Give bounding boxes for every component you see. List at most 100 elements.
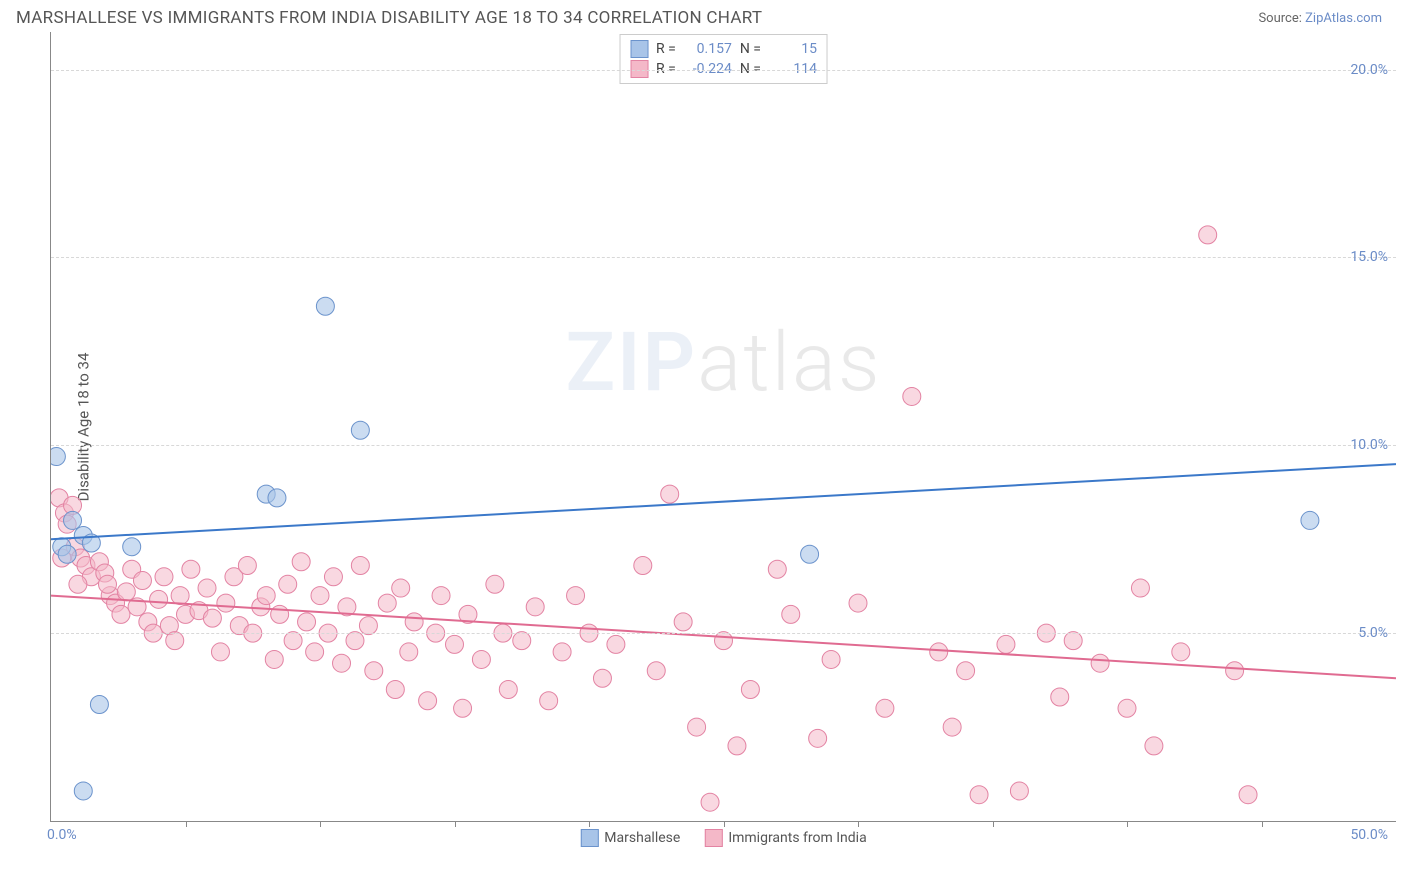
stats-row: R = 0.157 N = 15: [630, 39, 817, 59]
data-point: [150, 590, 168, 608]
source-link[interactable]: ZipAtlas.com: [1305, 11, 1382, 26]
data-point: [107, 594, 125, 612]
data-point: [957, 662, 975, 680]
plot-svg: [51, 32, 1396, 821]
data-point: [801, 545, 819, 563]
x-tick-mark: [186, 821, 187, 827]
data-point: [472, 650, 490, 668]
x-tick-mark: [455, 821, 456, 827]
data-point: [930, 643, 948, 661]
legend-item: Immigrants from India: [704, 829, 866, 847]
gridline: [51, 445, 1396, 446]
r-value-1: 0.157: [684, 41, 732, 57]
data-point: [182, 560, 200, 578]
scatter-chart: Disability Age 18 to 34 ZIPatlas R = 0.1…: [50, 32, 1396, 822]
data-point: [728, 737, 746, 755]
data-point: [459, 605, 477, 623]
data-point: [90, 696, 108, 714]
data-point: [225, 568, 243, 586]
data-point: [903, 387, 921, 405]
data-point: [257, 587, 275, 605]
data-point: [133, 572, 151, 590]
data-point: [66, 538, 84, 556]
swatch-series1: [580, 829, 598, 847]
data-point: [217, 594, 235, 612]
data-point: [55, 504, 73, 522]
data-point: [486, 575, 504, 593]
data-point: [72, 549, 90, 567]
data-point: [634, 557, 652, 575]
data-point: [607, 635, 625, 653]
data-point: [446, 635, 464, 653]
n-label: N =: [740, 41, 761, 57]
data-point: [316, 297, 334, 315]
data-point: [203, 609, 221, 627]
data-point: [567, 587, 585, 605]
data-point: [51, 489, 68, 507]
data-point: [400, 643, 418, 661]
data-point: [74, 526, 92, 544]
y-tick-label: 5.0%: [1358, 625, 1388, 641]
watermark-zip: ZIP: [565, 315, 697, 411]
data-point: [1091, 654, 1109, 672]
x-tick-mark: [724, 821, 725, 827]
data-point: [943, 718, 961, 736]
data-point: [359, 617, 377, 635]
data-point: [540, 692, 558, 710]
data-point: [292, 553, 310, 571]
data-point: [405, 613, 423, 631]
data-point: [128, 598, 146, 616]
y-tick-label: 10.0%: [1350, 437, 1388, 453]
data-point: [284, 632, 302, 650]
data-point: [90, 553, 108, 571]
data-point: [198, 579, 216, 597]
chart-header: MARSHALLESE VS IMMIGRANTS FROM INDIA DIS…: [0, 0, 1406, 32]
data-point: [715, 632, 733, 650]
watermark-atlas: atlas: [697, 315, 881, 411]
r-label: R =: [656, 41, 676, 57]
data-point: [160, 617, 178, 635]
data-point: [211, 643, 229, 661]
data-point: [351, 557, 369, 575]
data-point: [268, 489, 286, 507]
data-point: [53, 538, 71, 556]
x-tick-mark: [993, 821, 994, 827]
data-point: [238, 557, 256, 575]
trend-line: [51, 464, 1396, 539]
data-point: [338, 598, 356, 616]
data-point: [647, 662, 665, 680]
data-point: [257, 485, 275, 503]
y-axis-label: Disability Age 18 to 34: [74, 352, 92, 501]
data-point: [782, 605, 800, 623]
data-point: [513, 632, 531, 650]
data-point: [112, 605, 130, 623]
data-point: [77, 557, 95, 575]
data-point: [392, 579, 410, 597]
data-point: [279, 575, 297, 593]
x-tick-origin: 0.0%: [47, 827, 77, 843]
y-tick-label: 20.0%: [1350, 62, 1388, 78]
data-point: [155, 568, 173, 586]
x-tick-mark: [1262, 821, 1263, 827]
data-point: [64, 511, 82, 529]
data-point: [69, 575, 87, 593]
legend-label: Immigrants from India: [728, 830, 866, 846]
swatch-series2: [704, 829, 722, 847]
data-point: [822, 650, 840, 668]
source-credit: Source: ZipAtlas.com: [1258, 11, 1382, 26]
data-point: [166, 632, 184, 650]
data-point: [688, 718, 706, 736]
n-value-1: 15: [769, 41, 817, 57]
x-tick-mark: [1127, 821, 1128, 827]
data-point: [98, 575, 116, 593]
data-point: [741, 681, 759, 699]
data-point: [365, 662, 383, 680]
data-point: [252, 598, 270, 616]
data-point: [58, 545, 76, 563]
gridline: [51, 257, 1396, 258]
data-point: [499, 681, 517, 699]
data-point: [378, 594, 396, 612]
data-point: [1010, 782, 1028, 800]
data-point: [139, 613, 157, 631]
data-point: [876, 699, 894, 717]
